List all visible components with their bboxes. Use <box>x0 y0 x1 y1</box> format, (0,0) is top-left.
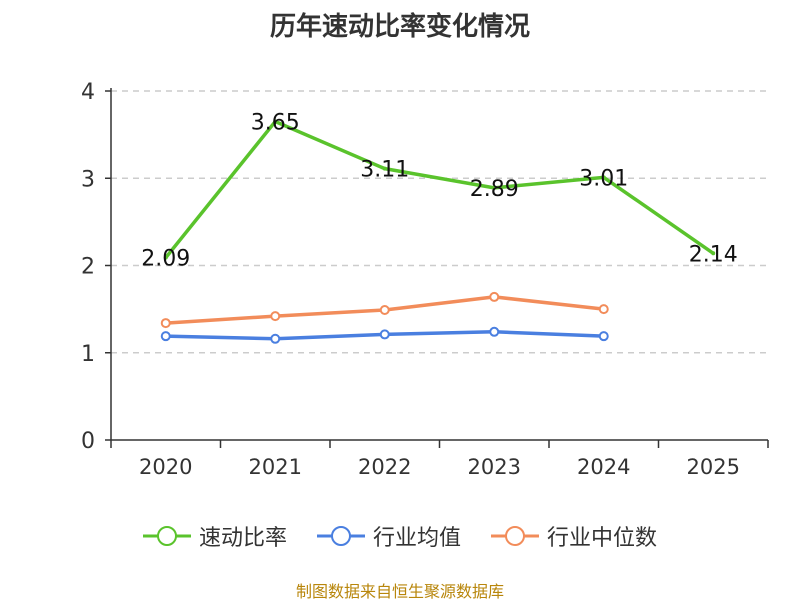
data-point <box>598 331 609 342</box>
y-tick-label: 4 <box>81 80 95 105</box>
legend-item-quick-ratio[interactable]: 速动比率 <box>142 520 287 552</box>
y-tick-label: 3 <box>81 167 95 192</box>
data-point <box>160 318 171 329</box>
data-label: 2.14 <box>689 242 738 267</box>
legend-label: 行业均值 <box>372 526 461 551</box>
x-tick-label: 2020 <box>139 455 192 479</box>
x-tick-label: 2022 <box>358 455 411 479</box>
data-label: 3.01 <box>579 166 628 191</box>
data-point <box>492 185 497 190</box>
legend-marker-icon <box>491 526 539 546</box>
data-point <box>379 304 390 315</box>
data-label: 2.09 <box>141 247 190 272</box>
data-point <box>273 119 278 124</box>
data-point <box>489 326 500 337</box>
data-point <box>711 251 716 256</box>
legend-marker-icon <box>142 526 191 546</box>
legend-label: 速动比率 <box>198 526 287 551</box>
data-point <box>382 166 387 171</box>
data-point <box>489 291 500 302</box>
data-point <box>270 333 281 344</box>
y-tick-label: 0 <box>81 429 95 454</box>
data-source-note: 制图数据来自恒生聚源数据库 <box>295 582 504 601</box>
legend-label: 行业中位数 <box>547 526 658 551</box>
data-point <box>601 175 606 180</box>
series-line <box>164 119 715 259</box>
data-label: 3.11 <box>360 158 409 183</box>
data-label: 3.65 <box>251 111 300 136</box>
x-tick-label: 2023 <box>468 455 521 479</box>
data-point <box>270 311 281 322</box>
chart-legend: 速动比率 行业均值 行业中位数 <box>0 520 800 552</box>
data-point <box>160 331 171 342</box>
x-tick-label: 2024 <box>577 455 630 479</box>
y-tick-label: 1 <box>81 342 95 367</box>
x-tick-label: 2021 <box>249 455 302 479</box>
data-point <box>598 304 609 315</box>
chart-title: 历年速动比率变化情况 <box>269 12 530 42</box>
data-point <box>379 329 390 340</box>
y-tick-label: 2 <box>81 255 95 280</box>
x-tick-label: 2025 <box>687 455 740 479</box>
data-point <box>163 255 168 260</box>
legend-item-industry-median[interactable]: 行业中位数 <box>491 520 657 552</box>
data-label: 2.89 <box>470 177 519 202</box>
legend-item-industry-mean[interactable]: 行业均值 <box>316 520 461 552</box>
legend-marker-icon <box>316 526 365 546</box>
